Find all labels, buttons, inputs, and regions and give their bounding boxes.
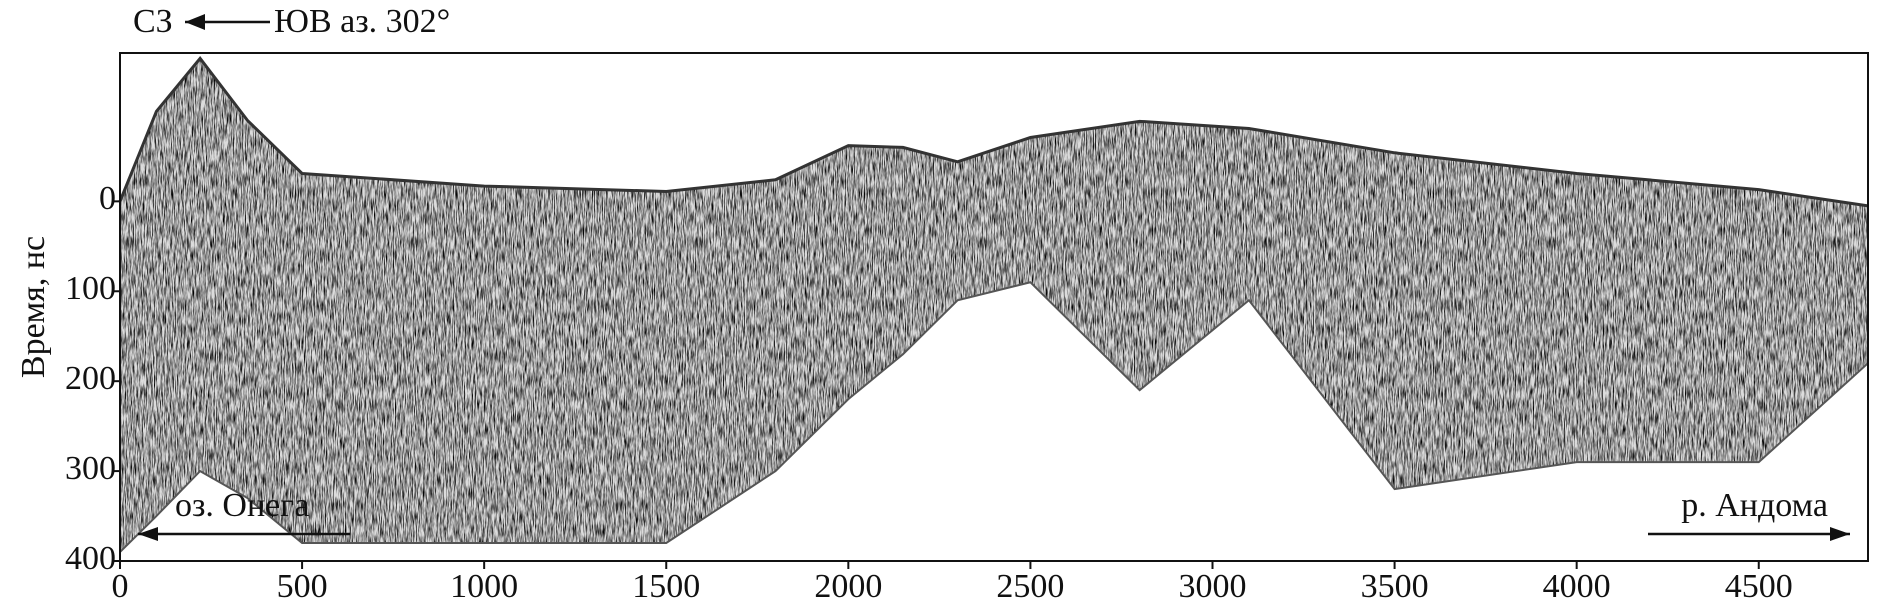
x-tick-label: 0 bbox=[112, 568, 129, 605]
x-tick-label: 4000 bbox=[1543, 568, 1611, 605]
reflector-line bbox=[119, 281, 1869, 553]
annotation: оз. Онега bbox=[175, 487, 309, 524]
direction-from: СЗ bbox=[133, 3, 173, 40]
y-tick-label: 200 bbox=[65, 360, 116, 397]
x-tick-label: 3000 bbox=[1179, 568, 1247, 605]
x-tick-label: 1500 bbox=[632, 568, 700, 605]
direction-arrowhead bbox=[185, 14, 205, 30]
x-tick-label: 500 bbox=[277, 568, 328, 605]
y-tick-label: 400 bbox=[65, 540, 116, 577]
y-tick-label: 100 bbox=[65, 270, 116, 307]
x-tick-label: 3500 bbox=[1361, 568, 1429, 605]
x-tick-label: 2500 bbox=[996, 568, 1064, 605]
annotation-arrowhead bbox=[138, 527, 158, 541]
signal-texture bbox=[120, 58, 1868, 553]
annotation: р. Андома bbox=[1681, 487, 1828, 524]
x-tick-label: 2000 bbox=[814, 568, 882, 605]
y-axis-label: Время, нс bbox=[15, 236, 52, 378]
annotation-arrowhead bbox=[1830, 527, 1850, 541]
direction-to: ЮВ аз. 302° bbox=[274, 3, 450, 40]
y-tick-label: 0 bbox=[99, 180, 116, 217]
plot-frame bbox=[119, 52, 1869, 562]
reflector-line bbox=[118, 55, 1869, 208]
x-tick-label: 1000 bbox=[450, 568, 518, 605]
x-tick-label: 4500 bbox=[1725, 568, 1793, 605]
y-tick-label: 300 bbox=[65, 450, 116, 487]
